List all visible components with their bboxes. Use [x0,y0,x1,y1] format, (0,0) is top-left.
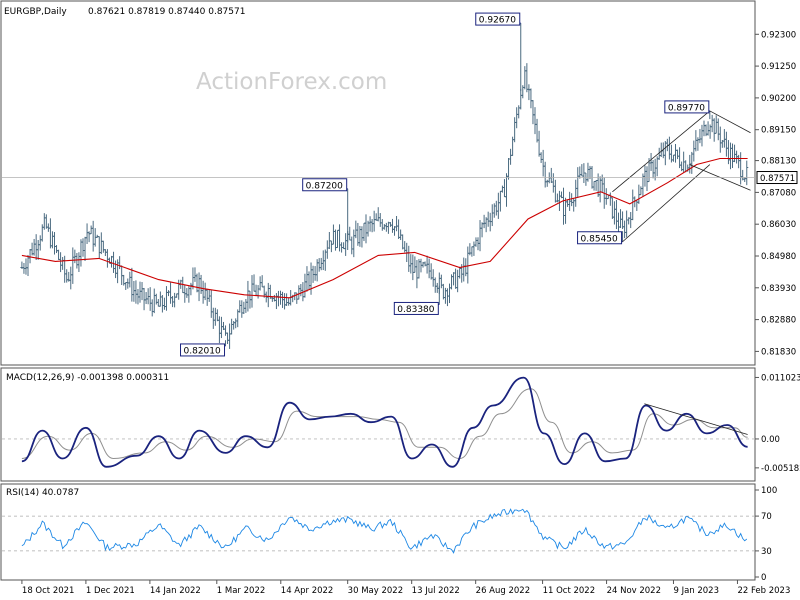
y-tick-label: 0.88130 [761,157,796,167]
rsi-panel [0,483,756,581]
x-tick-label: 26 Aug 2022 [476,586,530,596]
price-annotation: 0.89770 [664,100,710,114]
x-tick-label: 22 Feb 2023 [737,586,790,596]
moving-average-line [21,157,748,299]
annotation-box [577,231,623,245]
price-annotation: 0.83380 [393,301,440,315]
x-tick-label: 1 Mar 2022 [217,586,265,596]
price-annotations: 0.92670 0.87200 0.82010 0.83380 0.85450 0.897… [180,12,710,357]
moving-average [21,157,748,299]
price-annotation: 0.92670 [475,12,521,26]
x-tick-label: 30 May 2022 [348,586,403,596]
price-annotation: 0.82010 [180,343,226,357]
y-tick-label: 0.82880 [761,316,796,326]
price-panel [0,0,756,366]
rsi-axis: 100 70 30 0 [2,486,777,583]
macd-line [21,376,748,468]
price-axis: 0.92300 0.91250 0.90200 0.89150 0.88130 0.870… [755,30,796,357]
current-price: 0.87571 [2,171,798,185]
y-tick-label: -0.005182 [761,464,800,474]
y-tick-label: 0.91250 [761,62,796,72]
annotation-label: 0.83380 [397,305,434,315]
watermark: ActionForex.com [196,69,387,95]
date-axis: 18 Oct 2021 1 Dec 2021 14 Jan 2022 1 Mar 20… [21,580,790,596]
macd-title: MACD(12,26,9) -0.001398 0.000311 [6,373,169,383]
y-tick-label: 0.81830 [761,347,796,357]
y-tick-label: 0.00 [761,435,780,445]
annotation-label: 0.92670 [479,16,516,26]
x-tick-label: 11 Oct 2022 [543,586,596,596]
y-tick-label: 0 [761,573,766,583]
rsi-line [21,508,748,554]
rsi-line [21,508,748,554]
y-tick-label: 0.84980 [761,252,796,262]
x-tick-label: 24 Nov 2022 [607,586,661,596]
annotation-box [180,343,226,357]
annotation-box [393,301,439,315]
macd-divergence-line [644,403,748,435]
signal-line [21,388,748,460]
y-tick-label: 0.89150 [761,126,796,136]
y-tick-label: 0.011023 [761,373,800,383]
current-price-label: 0.87571 [760,174,795,184]
y-tick-label: 0.83930 [761,284,796,294]
annotation-box [664,100,710,114]
symbol-label: EURGBP,Daily [4,7,67,17]
rsi-title: RSI(14) 40.0787 [6,488,79,498]
price-annotation: 0.87200 [302,178,348,192]
price-bars [20,23,749,349]
y-tick-label: 0.90200 [761,94,796,104]
y-tick-label: 0.86030 [761,220,796,230]
x-tick-label: 18 Oct 2021 [22,586,75,596]
x-tick-label: 1 Dec 2021 [86,586,135,596]
y-tick-label: 100 [761,486,777,496]
annotation-label: 0.89770 [668,103,705,113]
current-price-box [756,171,798,185]
channel-upper-falling [709,110,751,134]
annotation-label: 0.87200 [306,181,343,191]
channel-upper-rising [612,110,711,193]
macd-panel [0,367,756,482]
annotation-label: 0.85450 [581,234,618,244]
annotation-box [475,12,521,26]
x-tick-label: 13 Jul 2022 [412,586,460,596]
annotation-label: 0.82010 [184,346,221,356]
x-tick-label: 14 Jan 2022 [150,586,201,596]
y-tick-label: 30 [761,547,772,557]
macd-lines [21,376,748,468]
y-tick-label: 70 [761,512,772,522]
annotation-box [302,178,348,192]
ohlc-values: 0.87621 0.87819 0.87440 0.87571 [88,7,245,17]
x-tick-label: 14 Apr 2022 [281,586,334,596]
y-tick-label: 0.92300 [761,30,796,40]
macd-axis: 0.011023 0.00 -0.005182 [2,373,800,474]
price-annotation: 0.85450 [577,231,623,245]
y-tick-label: 0.87080 [761,188,796,198]
x-tick-label: 9 Jan 2023 [673,586,719,596]
